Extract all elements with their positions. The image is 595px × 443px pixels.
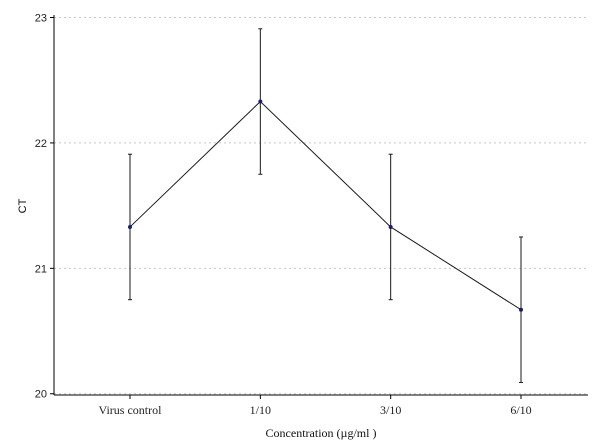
x-axis-title: Concentration (µg/ml ) — [266, 426, 377, 440]
series-line-path — [129, 100, 522, 311]
x-ticks: Virus control 1/10 3/10 6/10 — [99, 395, 532, 417]
data-point — [258, 99, 263, 104]
y-tick-label: 20 — [35, 389, 47, 401]
y-ticks: 20 21 22 23 — [35, 13, 54, 401]
error-bars — [128, 28, 523, 383]
x-tick-label: 1/10 — [250, 403, 271, 417]
x-tick-label: 3/10 — [380, 403, 401, 417]
data-point — [128, 224, 132, 229]
data-points — [128, 99, 523, 312]
data-point — [519, 307, 523, 312]
x-tick-label: 6/10 — [510, 403, 531, 417]
y-tick-label: 23 — [35, 13, 47, 25]
data-point — [388, 224, 393, 229]
series-line — [129, 100, 522, 311]
x-tick-label: Virus control — [99, 403, 163, 417]
y-axis-title: CT — [17, 198, 29, 213]
y-tick-label: 21 — [35, 263, 47, 275]
gridlines — [54, 17, 588, 395]
axes — [53, 15, 588, 396]
y-tick-label: 22 — [35, 138, 47, 150]
